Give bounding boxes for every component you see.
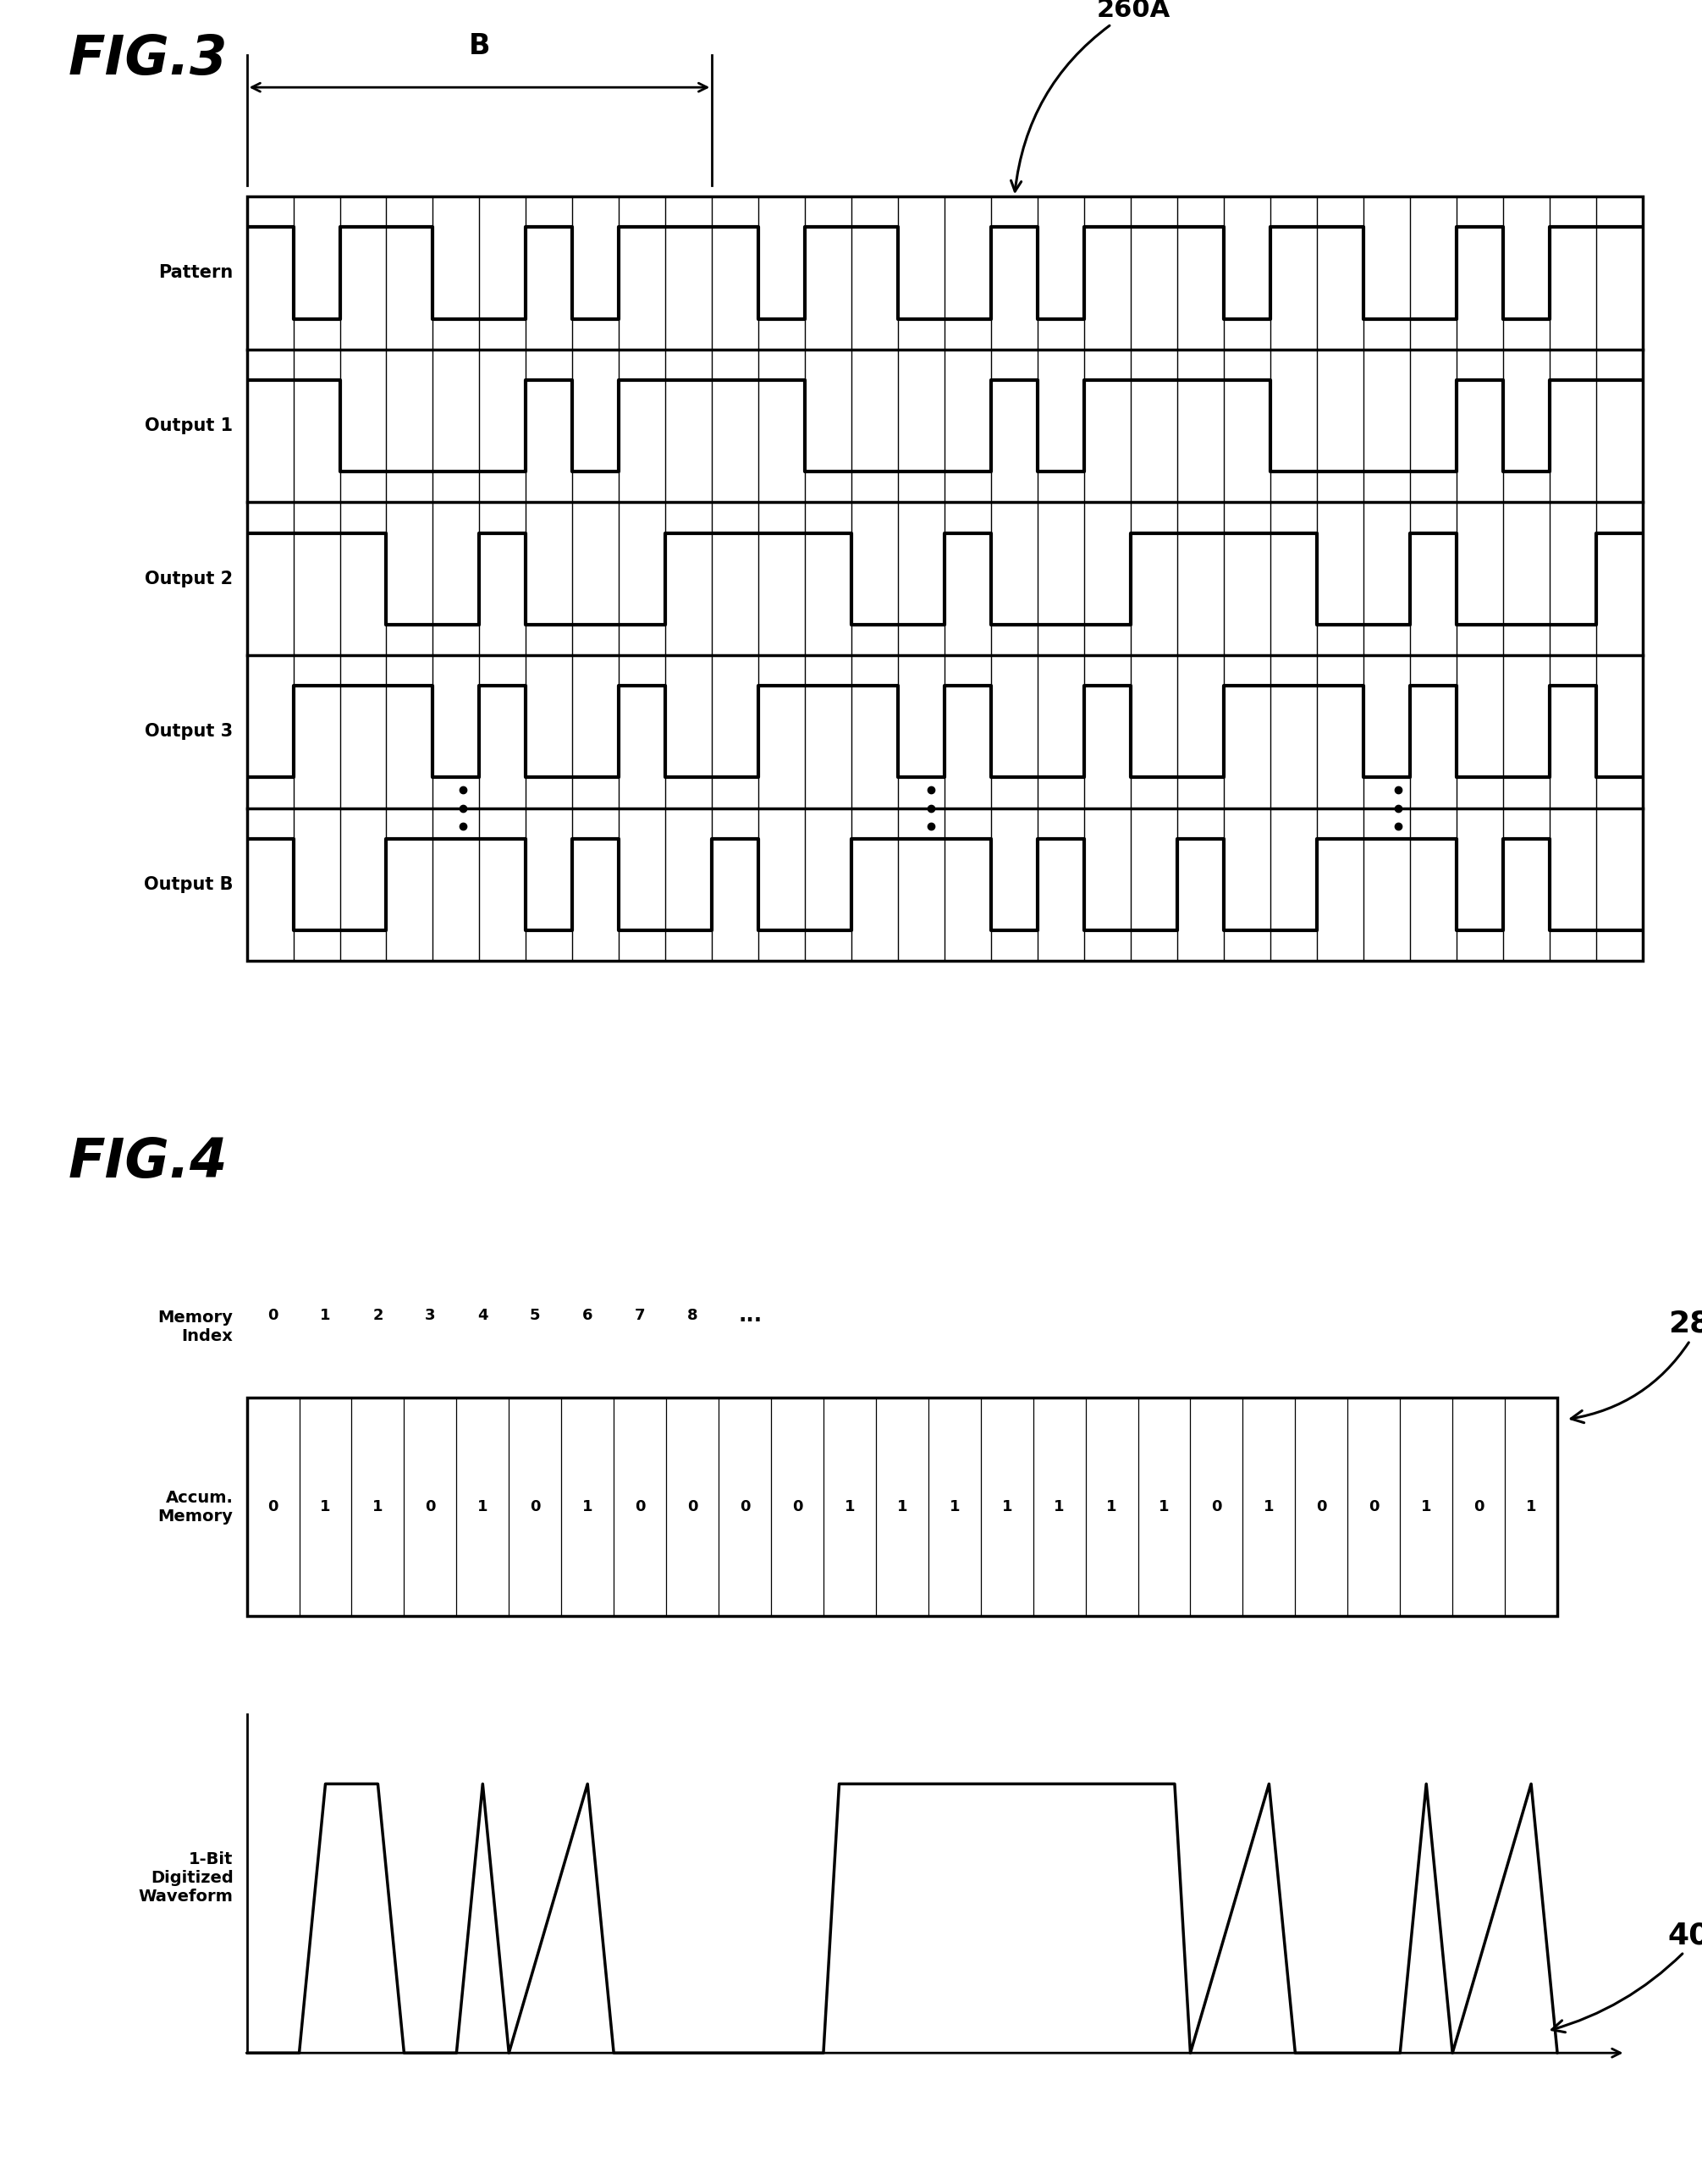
Text: 0: 0	[1368, 1500, 1379, 1514]
Text: 1: 1	[373, 1500, 383, 1514]
Text: 1-Bit
Digitized
Waveform: 1-Bit Digitized Waveform	[138, 1852, 233, 1904]
Text: 0: 0	[529, 1500, 541, 1514]
Text: Pattern: Pattern	[158, 264, 233, 282]
Text: 1: 1	[1159, 1500, 1169, 1514]
Text: 1: 1	[477, 1500, 488, 1514]
Text: 1: 1	[950, 1500, 960, 1514]
Text: 1: 1	[582, 1500, 592, 1514]
Text: 1: 1	[1421, 1500, 1431, 1514]
Text: 1: 1	[320, 1500, 330, 1514]
Text: ...: ...	[739, 1306, 762, 1326]
Text: Output 3: Output 3	[145, 723, 233, 740]
Text: 1: 1	[844, 1500, 854, 1514]
Text: Memory
Index: Memory Index	[158, 1310, 233, 1343]
Text: Accum.
Memory: Accum. Memory	[158, 1489, 233, 1524]
Text: 0: 0	[635, 1500, 645, 1514]
Text: Output B: Output B	[145, 876, 233, 893]
Text: 0: 0	[1212, 1500, 1222, 1514]
Text: 8: 8	[688, 1308, 698, 1324]
Text: 4: 4	[477, 1308, 488, 1324]
Text: 0: 0	[791, 1500, 803, 1514]
Text: 0: 0	[267, 1308, 279, 1324]
Text: 1: 1	[1054, 1500, 1065, 1514]
Text: Output 1: Output 1	[145, 417, 233, 435]
Text: 0: 0	[426, 1500, 436, 1514]
Text: Output 2: Output 2	[145, 570, 233, 587]
Text: 3: 3	[426, 1308, 436, 1324]
Text: 1: 1	[1106, 1500, 1117, 1514]
Text: FIG.4: FIG.4	[68, 1136, 228, 1188]
Text: 260A: 260A	[1011, 0, 1171, 192]
Text: 400: 400	[1552, 1922, 1702, 2033]
Text: 2: 2	[373, 1308, 383, 1324]
Text: 0: 0	[688, 1500, 698, 1514]
Text: B: B	[468, 33, 490, 59]
Text: 0: 0	[739, 1500, 751, 1514]
Text: 1: 1	[320, 1308, 330, 1324]
Text: 0: 0	[267, 1500, 279, 1514]
Text: 0: 0	[1474, 1500, 1484, 1514]
Text: 1: 1	[897, 1500, 907, 1514]
Text: 7: 7	[635, 1308, 645, 1324]
Text: 1: 1	[1525, 1500, 1537, 1514]
Text: FIG.3: FIG.3	[68, 33, 228, 85]
Text: 0: 0	[1316, 1500, 1328, 1514]
Text: 1: 1	[1001, 1500, 1013, 1514]
Text: 6: 6	[582, 1308, 592, 1324]
Text: 280: 280	[1571, 1310, 1702, 1422]
Text: 1: 1	[1263, 1500, 1275, 1514]
Text: 5: 5	[529, 1308, 541, 1324]
